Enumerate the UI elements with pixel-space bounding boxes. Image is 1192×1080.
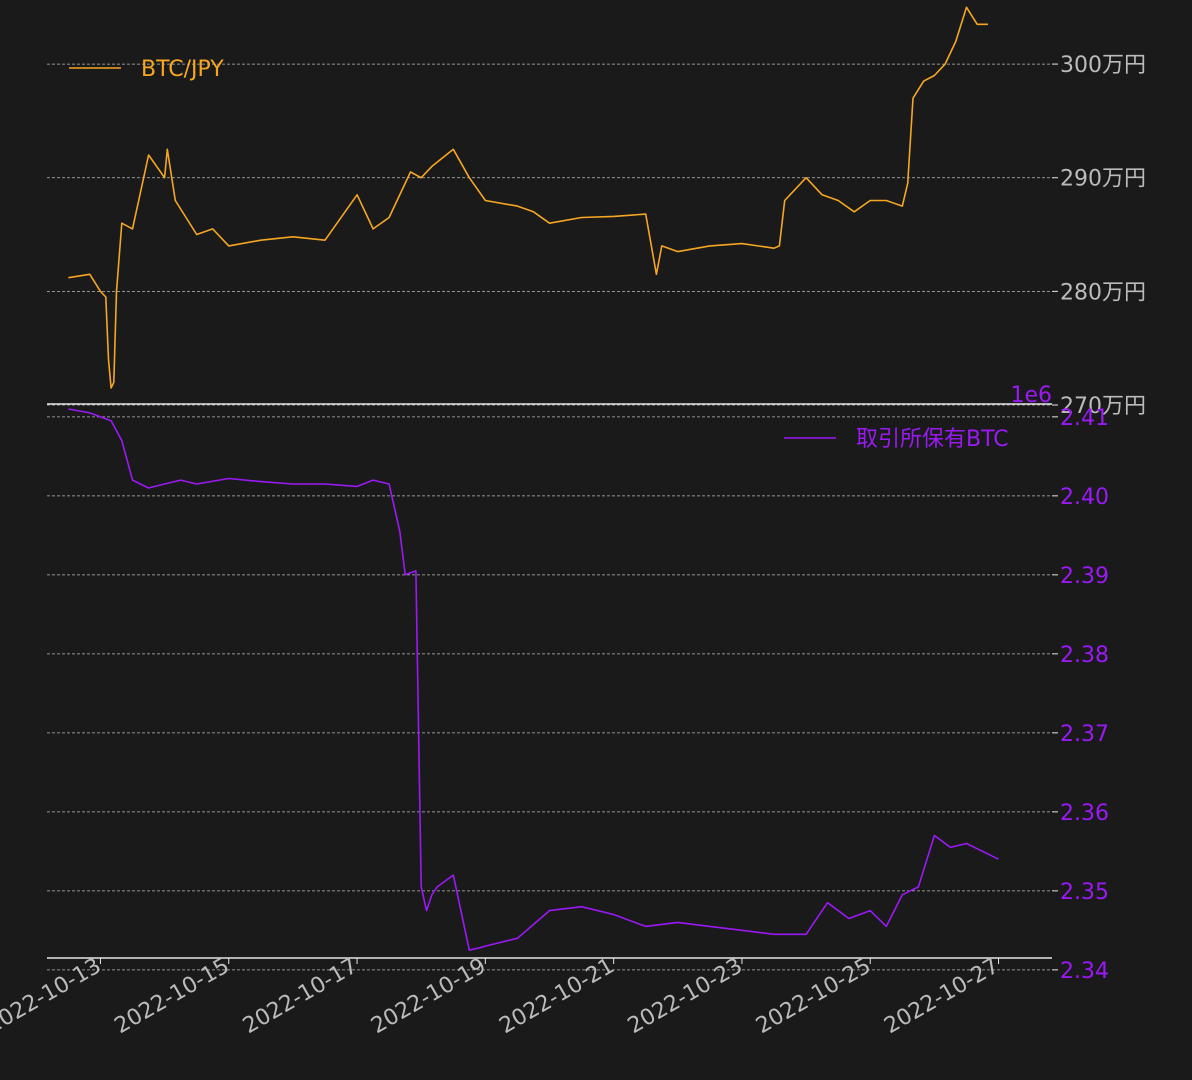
y-tick-label: 270万円	[1060, 394, 1146, 419]
legend-label: 取引所保有BTC	[856, 427, 1009, 452]
y-tick-label: 2.35	[1060, 880, 1109, 905]
btc-jpy-series-line	[68, 6, 988, 389]
bottom-panel: 2.34 2.35 2.36 2.37 2.38 2.39 2.40 2.41 取引所保有BTC…	[47, 383, 1109, 984]
legend-label: BTC/JPY	[141, 57, 224, 82]
y-tick-label: 2.40	[1060, 485, 1109, 510]
top-panel: 270万円 280万円 290万円 300万円 BTC/JPY	[47, 6, 1146, 419]
y-tick-label: 2.34	[1060, 959, 1109, 984]
y-tick-label: 2.36	[1060, 801, 1109, 826]
y-tick-label: 2.41	[1060, 406, 1109, 431]
exchange-btc-series-line	[68, 408, 999, 951]
y-tick-label: 290万円	[1060, 167, 1146, 192]
y-tick-label: 2.39	[1060, 564, 1109, 589]
y-tick-label: 300万円	[1060, 53, 1146, 78]
y-tick-label: 280万円	[1060, 280, 1146, 305]
y-tick-label: 2.37	[1060, 722, 1109, 747]
y-tick-label: 2.38	[1060, 643, 1109, 668]
